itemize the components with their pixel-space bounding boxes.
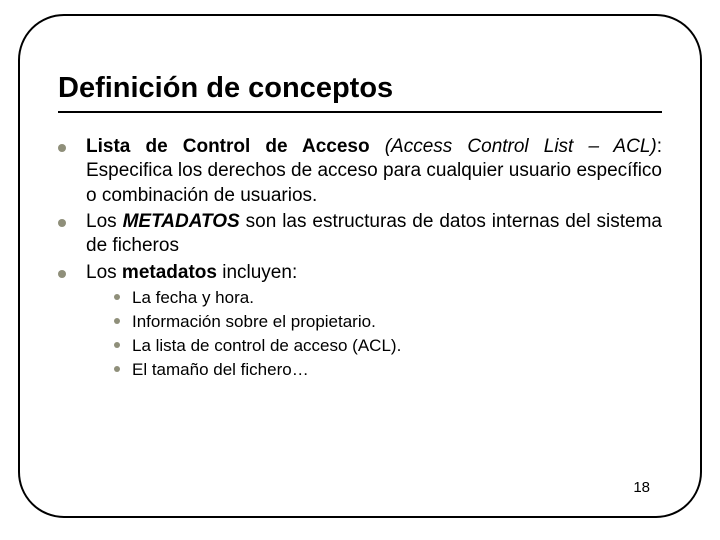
sub-text: Información sobre el propietario. [132, 311, 376, 334]
sub-text: El tamaño del fichero… [132, 359, 309, 382]
term-bold: Lista de Control de Acceso [86, 136, 370, 157]
list-item: La fecha y hora. [114, 287, 662, 310]
list-item: Los metadatos incluyen: La fecha y hora.… [58, 261, 662, 383]
bullet-icon [114, 342, 120, 348]
list-item: La lista de control de acceso (ACL). [114, 335, 662, 358]
bullet-text: Los METADATOS son las estructuras de dat… [86, 210, 662, 259]
bullet-text: Los metadatos incluyen: La fecha y hora.… [86, 261, 662, 383]
list-item: Información sobre el propietario. [114, 311, 662, 334]
list-item: Lista de Control de Acceso (Access Contr… [58, 135, 662, 208]
bullet-icon [114, 294, 120, 300]
bullet-text: Lista de Control de Acceso (Access Contr… [86, 135, 662, 208]
sub-text: La fecha y hora. [132, 287, 254, 310]
slide: Definición de conceptos Lista de Control… [0, 0, 720, 540]
bullet-list: Lista de Control de Acceso (Access Contr… [58, 135, 662, 383]
sub-text: La lista de control de acceso (ACL). [132, 335, 401, 358]
term-prefix: Los [86, 211, 123, 232]
page-number: 18 [633, 479, 650, 496]
slide-title: Definición de conceptos [58, 72, 662, 113]
bullet-icon [58, 219, 66, 227]
list-item: El tamaño del fichero… [114, 359, 662, 382]
bullet-icon [58, 270, 66, 278]
term-emph: METADATOS [123, 211, 240, 232]
bullet-icon [114, 318, 120, 324]
term-prefix: Los [86, 262, 122, 283]
slide-content: Definición de conceptos Lista de Control… [58, 72, 662, 385]
sub-list: La fecha y hora. Información sobre el pr… [114, 287, 662, 382]
term-rest: incluyen: [217, 262, 297, 283]
term-emph: metadatos [122, 262, 217, 283]
list-item: Los METADATOS son las estructuras de dat… [58, 210, 662, 259]
bullet-icon [58, 144, 66, 152]
bullet-icon [114, 366, 120, 372]
term-italic: (Access Control List – ACL) [385, 136, 657, 157]
